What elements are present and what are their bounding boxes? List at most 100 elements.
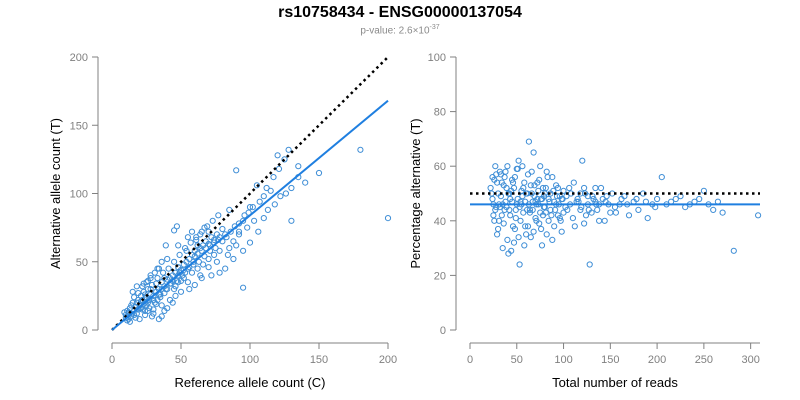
data-point	[509, 179, 517, 186]
data-point	[165, 265, 172, 272]
data-point	[512, 215, 519, 222]
x-axis-title: Reference allele count (C)	[174, 375, 325, 390]
data-point	[164, 286, 171, 293]
data-point	[500, 220, 507, 227]
x-tick-label: 200	[379, 354, 397, 366]
data-point	[246, 239, 254, 246]
data-point	[577, 206, 584, 213]
data-point	[530, 228, 537, 235]
data-point	[513, 165, 520, 172]
data-point	[516, 261, 523, 268]
data-point	[172, 292, 179, 299]
data-point	[577, 190, 584, 197]
data-point	[281, 156, 288, 163]
data-point	[263, 184, 270, 192]
data-point	[534, 179, 541, 186]
data-point	[571, 223, 578, 230]
panel-allele-counts: 0 50 100 150 200 0 50 100 150 200 Reference allele…	[48, 52, 397, 390]
data-point	[558, 195, 565, 203]
data-point	[140, 280, 147, 287]
data-point	[536, 220, 543, 227]
data-point	[211, 251, 218, 258]
data-point	[219, 225, 226, 233]
data-point	[544, 174, 551, 181]
x-tick-label: 200	[648, 354, 666, 366]
data-point	[147, 272, 154, 279]
data-point	[139, 296, 146, 304]
data-point	[129, 288, 136, 295]
data-point	[188, 269, 196, 276]
data-point	[592, 184, 599, 192]
data-point	[557, 217, 564, 224]
data-point	[188, 228, 196, 235]
data-point	[547, 206, 554, 213]
data-point	[499, 245, 506, 252]
data-point	[253, 182, 260, 189]
data-point	[520, 209, 527, 216]
data-point	[601, 217, 608, 224]
data-point	[171, 258, 178, 265]
data-point	[508, 176, 516, 183]
p-value-exponent: -37	[429, 24, 440, 31]
data-point	[521, 179, 528, 186]
data-point	[191, 281, 198, 289]
data-point	[526, 206, 534, 213]
chart-title: rs10758434 - ENSG00000137054	[278, 4, 522, 21]
data-point	[582, 212, 590, 219]
data-point	[538, 242, 546, 249]
data-point	[131, 294, 138, 301]
data-point	[594, 206, 601, 213]
p-value-text: p-value: 2.6×10	[360, 25, 430, 37]
data-point	[288, 184, 295, 192]
data-point	[227, 228, 234, 235]
data-point	[158, 258, 165, 265]
data-point	[277, 193, 284, 200]
data-point	[150, 296, 157, 304]
data-point	[498, 212, 505, 219]
data-point	[144, 286, 151, 293]
data-point	[504, 236, 511, 243]
data-point	[211, 236, 218, 243]
data-point	[612, 209, 620, 216]
data-point	[543, 168, 550, 175]
data-point	[135, 290, 142, 297]
x-tick-label: 300	[741, 354, 759, 366]
data-point	[190, 258, 197, 265]
data-point	[524, 171, 532, 178]
data-point	[521, 242, 528, 249]
data-point	[635, 206, 642, 213]
data-point	[197, 231, 204, 238]
data-point	[492, 163, 499, 170]
data-point	[560, 187, 567, 194]
data-point	[153, 301, 160, 308]
data-point	[644, 215, 651, 222]
data-point	[142, 307, 149, 314]
data-point	[288, 217, 295, 224]
data-point	[503, 184, 510, 192]
data-point	[511, 225, 519, 233]
data-point	[205, 264, 212, 271]
data-point	[194, 265, 201, 272]
data-point	[579, 157, 586, 164]
data-point	[518, 187, 525, 194]
data-point	[719, 209, 726, 216]
data-point	[539, 212, 547, 219]
data-point	[176, 251, 183, 258]
data-point	[144, 277, 151, 284]
data-point	[551, 223, 558, 230]
data-point	[582, 190, 589, 197]
data-point	[581, 220, 588, 227]
data-point	[633, 195, 640, 203]
data-point	[487, 184, 494, 192]
x-tick-label: 50	[511, 354, 523, 366]
data-point	[270, 174, 277, 181]
data-point	[491, 217, 498, 224]
data-point	[524, 223, 532, 230]
data-point	[260, 193, 267, 200]
panel-percentage-alternative: 0 20 40 60 80 100 0 50 100 150 200 250 300 Total numb…	[408, 52, 762, 390]
y-tick-label: 100	[70, 189, 88, 201]
x-tick-label: 150	[601, 354, 619, 366]
data-point	[173, 223, 180, 230]
data-point	[585, 206, 592, 213]
